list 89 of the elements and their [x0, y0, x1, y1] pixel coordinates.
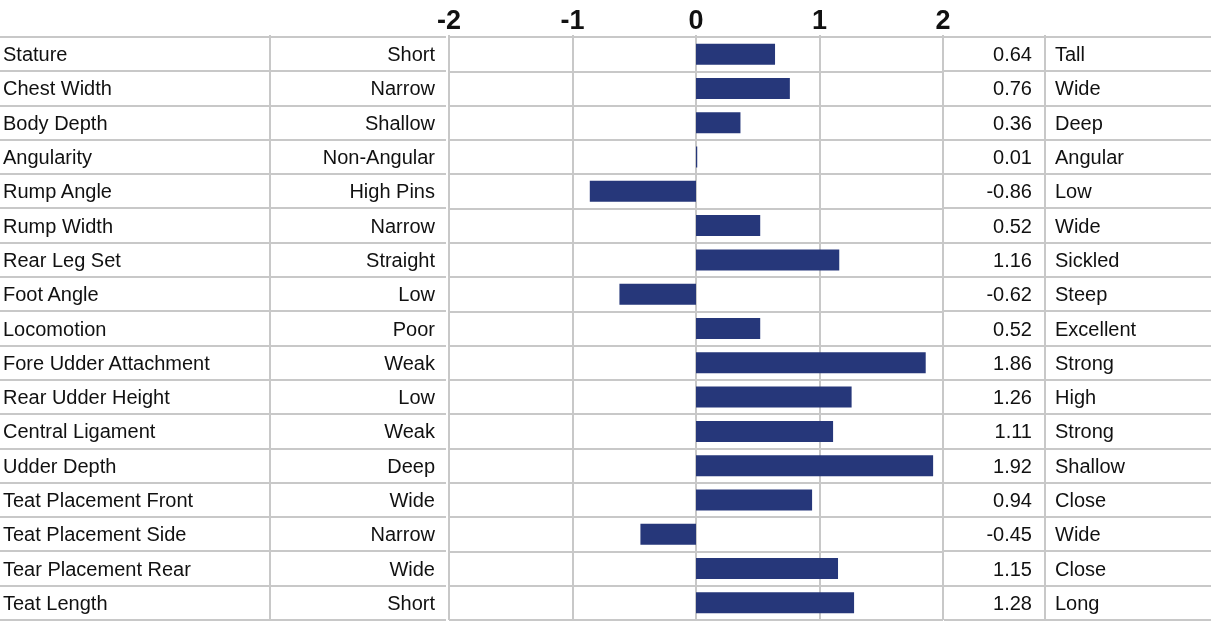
text: Deep [1055, 111, 1103, 134]
y-tick-label: Udder Depth [3, 454, 117, 477]
data-label: 0.64 [993, 43, 1032, 66]
text: High [1055, 386, 1097, 409]
bar [619, 283, 696, 305]
data-label: -0.45 [986, 523, 1032, 546]
data-label: 0.76 [993, 77, 1032, 100]
text: Short [387, 43, 436, 66]
y-tick-label: Tear Placement Rear [3, 557, 192, 580]
y-tick-label: Teat Placement Side [3, 523, 187, 546]
data-label: -0.86 [986, 180, 1032, 203]
x2-tick-label: -2 [436, 4, 462, 35]
bar [696, 352, 926, 374]
bar [589, 180, 696, 202]
text: Strong [1055, 351, 1114, 374]
bar [696, 215, 761, 237]
text: Straight [366, 248, 436, 271]
y-tick-label: Teat Length [3, 591, 108, 614]
bar [696, 318, 761, 339]
data-label: 0.01 [993, 146, 1032, 169]
bar [640, 523, 696, 545]
x2-tick-label: 1 [811, 4, 828, 35]
data-label: 1.86 [993, 351, 1032, 374]
text: Shallow [364, 111, 436, 134]
text: Wide [1055, 523, 1101, 546]
text: Long [1055, 591, 1100, 614]
data-label: 0.94 [993, 488, 1032, 511]
text: Sickled [1055, 248, 1120, 271]
y-tick-label: Chest Width [3, 77, 112, 100]
data-label: 0.52 [993, 317, 1032, 340]
bar [696, 592, 855, 614]
y-tick-label: Rump Angle [3, 180, 112, 203]
text: Angular [1055, 146, 1125, 169]
text: Weak [384, 420, 436, 443]
y-tick-label: Locomotion [3, 317, 107, 340]
text: Strong [1055, 420, 1114, 443]
data-label: 1.26 [993, 386, 1032, 409]
x2-tick-label: 2 [935, 4, 951, 35]
data-label: 0.36 [993, 111, 1032, 134]
text: Wide [389, 488, 435, 511]
data-label: 1.92 [993, 454, 1032, 477]
y-tick-label: Angularity [3, 146, 92, 169]
text: Steep [1055, 283, 1108, 306]
text: Wide [1055, 77, 1101, 100]
bar [696, 386, 852, 408]
text: Shallow [1055, 454, 1126, 477]
y-tick-label: Foot Angle [3, 283, 99, 306]
text: Low [1055, 180, 1093, 203]
text: Weak [384, 351, 436, 374]
text: Non-Angular [322, 146, 436, 169]
bar [696, 558, 839, 580]
data-label: 0.52 [993, 214, 1032, 237]
text: Close [1055, 557, 1107, 580]
bar [696, 112, 741, 134]
data-label: 1.15 [993, 557, 1032, 580]
text: Low [398, 283, 436, 306]
data-label: -0.62 [986, 283, 1032, 306]
text: Short [387, 591, 436, 614]
text: Poor [392, 317, 436, 340]
data-label: 1.16 [993, 248, 1032, 271]
x2-tick-label: 0 [688, 4, 704, 35]
text: High Pins [349, 180, 435, 203]
x2-tick-label: -1 [560, 4, 585, 35]
y-tick-label: Rear Leg Set [3, 248, 122, 271]
text: Tall [1055, 43, 1086, 66]
text: Wide [1055, 214, 1101, 237]
text: Narrow [370, 523, 436, 546]
text: Narrow [370, 214, 436, 237]
y-tick-label: Rear Udder Height [3, 386, 171, 409]
y-tick-label: Fore Udder Attachment [3, 351, 211, 374]
y-tick-label: Teat Placement Front [3, 488, 194, 511]
bar [696, 420, 834, 442]
text: Excellent [1055, 317, 1137, 340]
bar [696, 455, 934, 477]
text: Close [1055, 488, 1107, 511]
bar [696, 489, 813, 511]
text: Low [398, 386, 436, 409]
text: Deep [387, 454, 435, 477]
bar [696, 249, 840, 271]
data-label: 1.28 [993, 591, 1032, 614]
y-tick-label: Body Depth [3, 111, 108, 134]
bar [696, 43, 776, 65]
y-tick-label: Stature [3, 43, 68, 66]
text: Narrow [370, 77, 436, 100]
y-tick-label: Central Ligament [3, 420, 156, 443]
bar [696, 77, 790, 99]
y-tick-label: Rump Width [3, 214, 114, 237]
data-label: 1.11 [994, 420, 1032, 443]
text: Wide [389, 557, 435, 580]
